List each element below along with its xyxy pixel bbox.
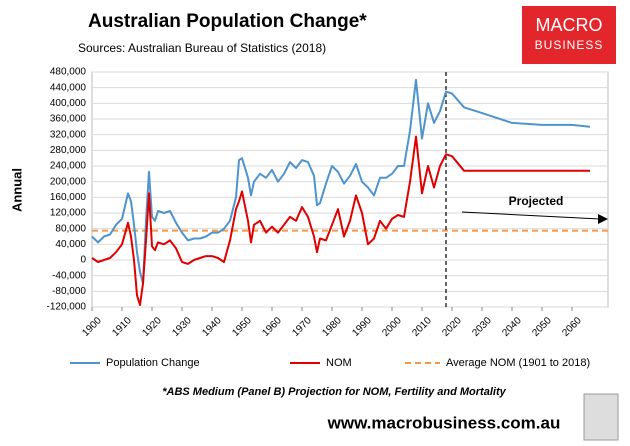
y-tick-label: 280,000 bbox=[50, 145, 87, 156]
y-tick-label: 360,000 bbox=[50, 114, 87, 125]
annotation-arrow bbox=[461, 211, 601, 220]
chart-subtitle: Sources: Australian Bureau of Statistics… bbox=[78, 41, 326, 55]
legend-label: NOM bbox=[326, 357, 352, 369]
y-tick-label: 0 bbox=[80, 255, 86, 266]
annotation-arrowhead bbox=[598, 214, 608, 224]
y-tick-label: 160,000 bbox=[50, 192, 87, 203]
y-tick-label: 400,000 bbox=[50, 98, 87, 109]
series-line bbox=[91, 135, 590, 306]
y-tick-label: -120,000 bbox=[47, 302, 87, 313]
y-tick-label: 40,000 bbox=[55, 239, 86, 250]
plot-area bbox=[91, 71, 609, 308]
website: www.macrobusiness.com.au bbox=[327, 413, 561, 432]
legend-label: Average NOM (1901 to 2018) bbox=[446, 357, 590, 369]
series-line bbox=[91, 78, 591, 285]
logo-text: BUSINESS bbox=[535, 38, 604, 52]
logo-text: MACRO bbox=[536, 15, 603, 35]
y-tick-label: 120,000 bbox=[50, 208, 87, 219]
logo-box bbox=[522, 6, 616, 64]
footnote: *ABS Medium (Panel B) Projection for NOM… bbox=[162, 386, 506, 398]
y-tick-label: -80,000 bbox=[52, 286, 86, 297]
legend-label: Population Change bbox=[106, 357, 200, 369]
y-tick-label: 440,000 bbox=[50, 82, 87, 93]
y-tick-label: 80,000 bbox=[55, 223, 86, 234]
logo-icon bbox=[583, 393, 619, 441]
y-tick-label: 320,000 bbox=[50, 129, 87, 140]
y-tick-label: 240,000 bbox=[50, 161, 87, 172]
y-tick-label: -40,000 bbox=[52, 270, 86, 281]
y-tick-label: 200,000 bbox=[50, 176, 87, 187]
y-tick-label: 480,000 bbox=[50, 67, 87, 78]
annotation: Projected bbox=[509, 194, 564, 208]
y-axis-title: Annual bbox=[9, 168, 24, 212]
chart-title: Australian Population Change* bbox=[88, 11, 367, 32]
